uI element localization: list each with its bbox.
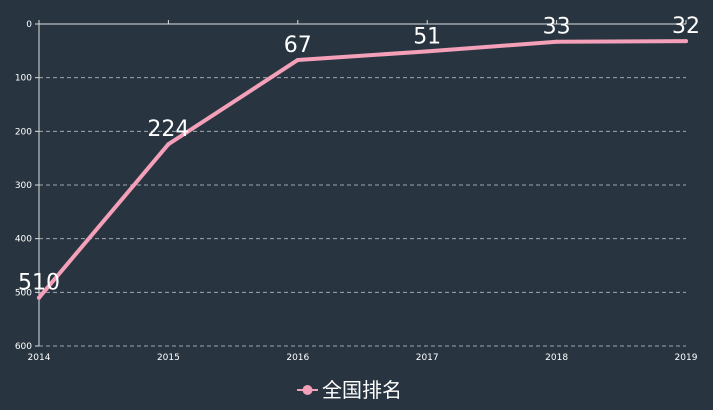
grid-lines — [39, 77, 686, 347]
data-point — [295, 57, 300, 62]
data-label: 51 — [413, 24, 441, 49]
data-label: 510 — [18, 271, 60, 296]
data-label: 33 — [543, 15, 571, 40]
data-label: 67 — [284, 33, 312, 58]
legend-dot-marker — [302, 385, 313, 395]
y-tick-label: 100 — [15, 74, 32, 84]
x-tick-label: 2019 — [675, 353, 698, 363]
data-point — [166, 142, 171, 147]
series — [37, 39, 688, 300]
data-label: 32 — [672, 14, 700, 39]
legend-label: 全国排名 — [322, 378, 402, 402]
y-tick-labels: 0 100 200 300 400 500 600 — [15, 20, 39, 352]
series-line — [37, 39, 688, 300]
data-point — [684, 39, 688, 44]
y-tick-label: 400 — [15, 235, 32, 245]
x-tick-label: 2018 — [545, 353, 568, 363]
x-tick-label: 2014 — [28, 353, 51, 363]
data-point — [37, 295, 41, 300]
data-point — [425, 49, 430, 54]
y-tick-label: 0 — [26, 20, 32, 30]
data-labels: 510 224 67 51 33 32 — [18, 14, 700, 296]
y-tick-label: 500 — [15, 288, 32, 298]
y-tick-label: 600 — [15, 342, 32, 352]
x-tick-label: 2015 — [157, 353, 180, 363]
y-tick-label: 300 — [15, 181, 32, 191]
y-tick-label: 200 — [15, 127, 32, 137]
x-tick-label: 2017 — [416, 353, 439, 363]
x-tick-labels: 2014 2015 2016 2017 2018 2019 — [28, 20, 698, 363]
data-label: 224 — [147, 117, 189, 142]
x-tick-label: 2016 — [286, 353, 309, 363]
data-point — [554, 39, 559, 44]
legend[interactable]: 全国排名 — [297, 378, 402, 402]
